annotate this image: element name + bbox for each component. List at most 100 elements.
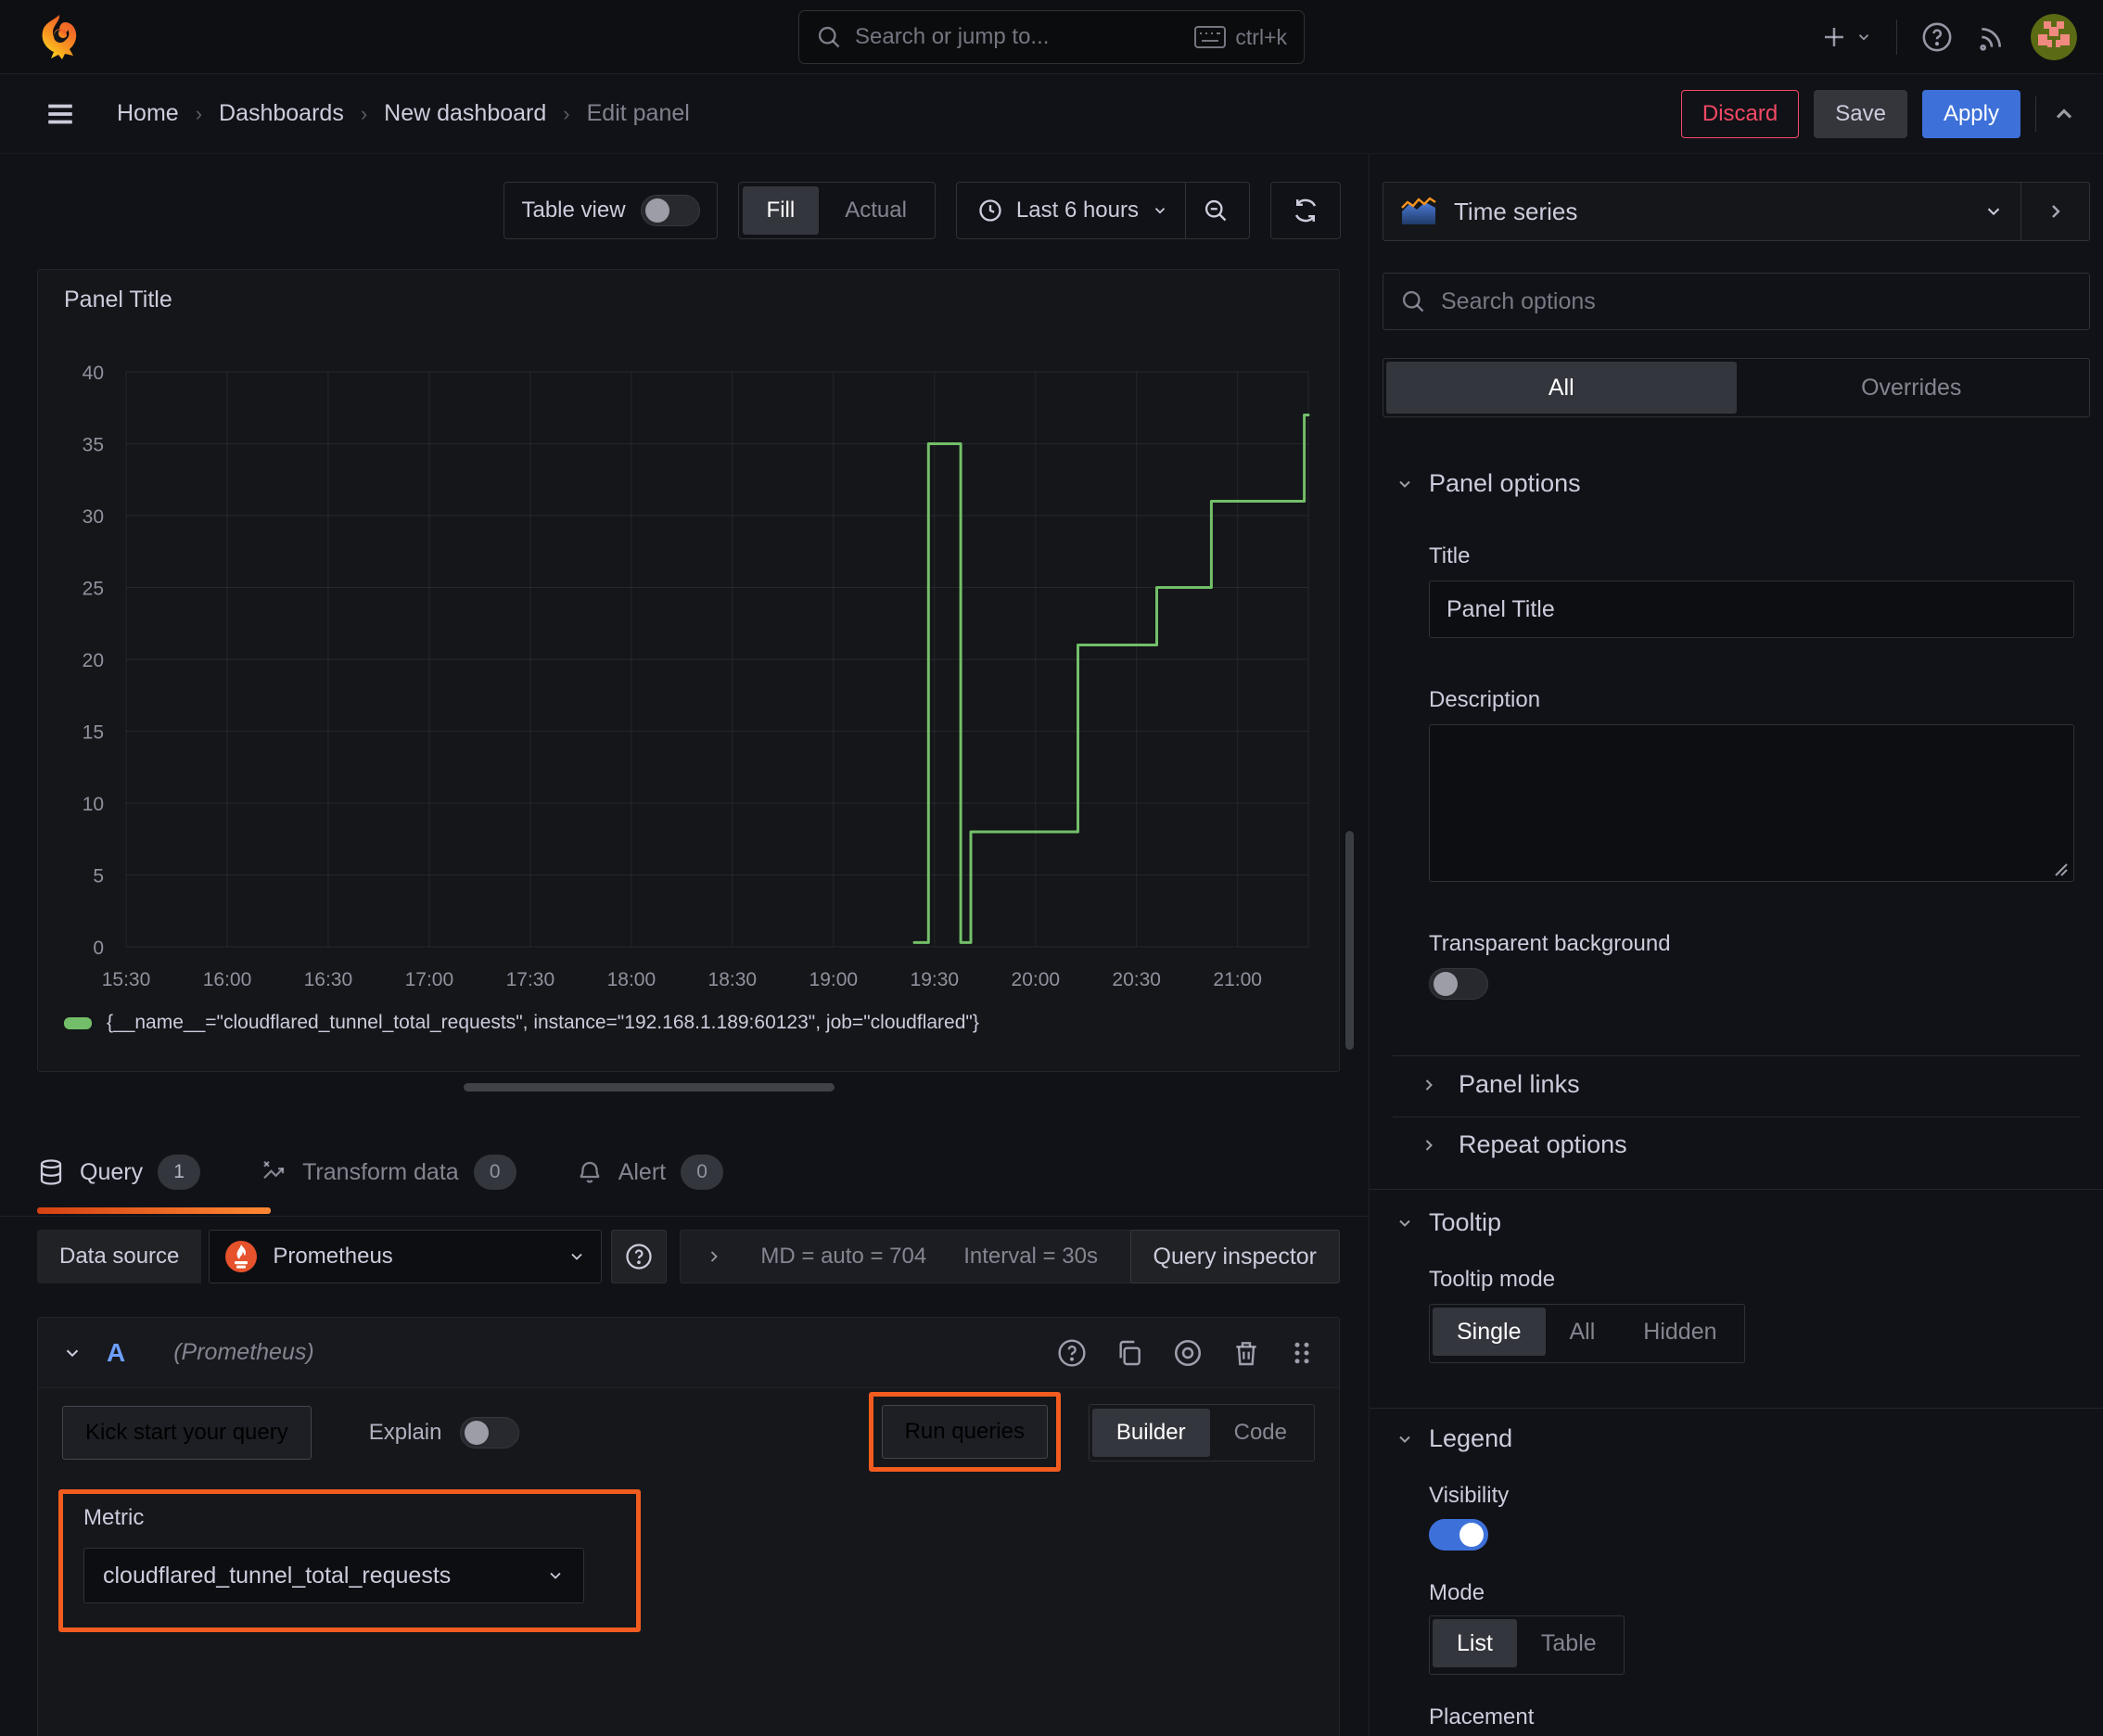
actual-option[interactable]: Actual <box>845 198 907 223</box>
breadcrumb-home[interactable]: Home <box>117 100 179 126</box>
chevron-down-icon <box>571 1253 583 1260</box>
interval-info: Interval = 30s <box>963 1244 1098 1269</box>
zoom-out-button[interactable] <box>1186 183 1245 238</box>
user-avatar[interactable] <box>2031 14 2077 60</box>
tooltip-all-option[interactable]: All <box>1569 1318 1596 1345</box>
query-datasource-hint: (Prometheus) <box>173 1339 314 1365</box>
menu-toggle-icon[interactable] <box>45 98 76 130</box>
kick-start-query-button[interactable]: Kick start your query <box>62 1406 312 1460</box>
panel-options-heading[interactable]: Panel options <box>1396 469 1581 498</box>
builder-option[interactable]: Builder <box>1091 1409 1210 1457</box>
options-filter-tabs: All Overrides <box>1383 358 2090 417</box>
series-label[interactable]: {__name__="cloudflared_tunnel_total_requ… <box>107 1012 979 1033</box>
tooltip-heading[interactable]: Tooltip <box>1396 1208 1501 1237</box>
timeseries-viz-icon <box>1401 197 1436 224</box>
svg-text:10: 10 <box>83 794 104 815</box>
tab-overrides[interactable]: Overrides <box>1861 374 1962 401</box>
tab-all[interactable]: All <box>1386 362 1737 414</box>
panel-links-section[interactable]: Panel links <box>1420 1070 1580 1099</box>
actions-divider <box>2035 96 2036 132</box>
svg-text:20: 20 <box>83 650 104 671</box>
run-queries-highlight: Run queries <box>868 1392 1061 1472</box>
table-view-toggle[interactable] <box>640 195 700 226</box>
hide-query-icon[interactable] <box>1172 1337 1204 1369</box>
fill-option[interactable]: Fill <box>742 186 820 235</box>
datasource-picker[interactable]: Prometheus <box>209 1230 603 1283</box>
metric-value: cloudflared_tunnel_total_requests <box>103 1562 452 1589</box>
series-color-swatch[interactable] <box>64 1016 92 1029</box>
scrollbar[interactable] <box>1345 831 1354 1050</box>
description-textarea[interactable] <box>1429 724 2074 882</box>
transparent-background-label: Transparent background <box>1429 931 1671 956</box>
svg-text:15:30: 15:30 <box>102 969 151 990</box>
panel-title-input[interactable] <box>1429 581 2074 638</box>
tab-alert[interactable]: Alert 0 <box>576 1142 724 1202</box>
breadcrumb-new-dashboard[interactable]: New dashboard <box>384 100 547 126</box>
search-input[interactable] <box>855 24 1182 50</box>
legend-visibility-toggle[interactable] <box>1429 1519 1488 1551</box>
code-option[interactable]: Code <box>1233 1420 1287 1445</box>
query-row-header[interactable]: A (Prometheus) <box>38 1318 1339 1388</box>
explain-toggle[interactable] <box>460 1417 520 1449</box>
toggle-viz-pane-button[interactable] <box>2020 183 2089 240</box>
explain-label: Explain <box>368 1420 442 1445</box>
legend-placement-label: Placement <box>1429 1704 1535 1730</box>
tooltip-single-option[interactable]: Single <box>1433 1308 1546 1356</box>
breadcrumb-dashboards[interactable]: Dashboards <box>219 100 344 126</box>
query-ref-id: A <box>107 1337 126 1367</box>
tab-query[interactable]: Query 1 <box>37 1142 201 1202</box>
panel-options-sidebar: Time series All Overrides Panel options … <box>1369 154 2103 1736</box>
delete-query-icon[interactable] <box>1231 1338 1261 1368</box>
legend-table-option[interactable]: Table <box>1540 1629 1597 1656</box>
discard-button[interactable]: Discard <box>1680 89 1800 138</box>
chevron-right-icon <box>1425 1079 1433 1091</box>
svg-text:17:00: 17:00 <box>405 969 454 990</box>
query-help-icon[interactable] <box>1057 1338 1087 1368</box>
global-search[interactable]: ctrl+k <box>798 10 1305 64</box>
tooltip-hidden-option[interactable]: Hidden <box>1643 1318 1717 1345</box>
svg-text:18:30: 18:30 <box>708 969 758 990</box>
time-series-chart[interactable]: 15:30 16:00 16:30 17:00 17:30 18:00 18:30 19:00… <box>38 270 1341 1002</box>
duplicate-query-icon[interactable] <box>1115 1338 1144 1368</box>
svg-text:21:00: 21:00 <box>1213 969 1262 990</box>
legend-visibility-label: Visibility <box>1429 1483 1510 1508</box>
legend-list-option[interactable]: List <box>1433 1619 1517 1667</box>
breadcrumb-edit-panel: Edit panel <box>586 100 690 126</box>
svg-text:19:00: 19:00 <box>809 969 859 990</box>
drag-handle-icon[interactable] <box>1289 1339 1315 1367</box>
options-search[interactable] <box>1383 273 2090 330</box>
datasource-help-button[interactable] <box>611 1230 668 1283</box>
title-label: Title <box>1429 543 1471 568</box>
zoom-out-icon <box>1204 199 1227 222</box>
legend-mode-label: Mode <box>1429 1580 1485 1605</box>
svg-text:19:30: 19:30 <box>911 969 960 990</box>
visualization-picker[interactable]: Time series <box>1383 183 2020 240</box>
save-button[interactable]: Save <box>1814 89 1907 138</box>
tab-transform-data[interactable]: Transform data 0 <box>260 1142 516 1202</box>
grafana-logo[interactable] <box>35 13 83 61</box>
options-search-input[interactable] <box>1441 287 2072 315</box>
repeat-options-section[interactable]: Repeat options <box>1420 1130 1627 1159</box>
pane-resize-handle[interactable] <box>464 1083 835 1091</box>
editor-tabs: Query 1 Transform data 0 Alert 0 <box>0 1126 1369 1217</box>
max-data-points: MD = auto = 704 <box>760 1244 927 1269</box>
metric-select[interactable]: cloudflared_tunnel_total_requests <box>83 1548 584 1603</box>
apply-button[interactable]: Apply <box>1921 89 2020 138</box>
run-queries-button[interactable]: Run queries <box>881 1405 1048 1459</box>
collapse-options-icon[interactable] <box>2051 101 2077 127</box>
fill-actual-switch: Fill Actual <box>737 182 936 239</box>
metric-highlight: Metric cloudflared_tunnel_total_requests <box>58 1489 641 1632</box>
database-icon <box>40 1159 62 1185</box>
legend-heading[interactable]: Legend <box>1396 1424 1512 1453</box>
transparent-background-toggle[interactable] <box>1429 968 1488 1000</box>
news-rss-icon[interactable] <box>1977 22 2007 52</box>
query-inspector-button[interactable]: Query inspector <box>1129 1230 1340 1283</box>
time-range-button[interactable]: Last 6 hours <box>961 183 1185 238</box>
panel-title[interactable]: Panel Title <box>64 287 172 313</box>
search-icon <box>1402 290 1424 313</box>
time-picker: Last 6 hours <box>955 182 1250 239</box>
resize-grip-icon[interactable] <box>2050 859 2069 877</box>
help-icon[interactable] <box>1921 21 1953 53</box>
add-menu-button[interactable] <box>1820 23 1872 51</box>
refresh-button[interactable] <box>1270 182 1341 239</box>
